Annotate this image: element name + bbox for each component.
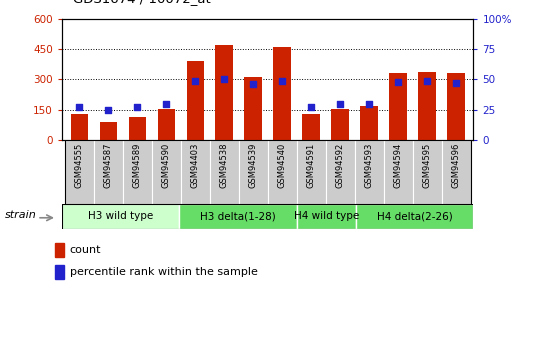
Bar	[55, 243, 64, 257]
Bar	[94, 140, 123, 204]
Text: GSM94596: GSM94596	[451, 143, 461, 188]
Text: count: count	[69, 245, 101, 255]
Bar	[181, 140, 210, 204]
Text: GSM94555: GSM94555	[75, 143, 84, 188]
Bar	[216, 45, 233, 140]
Bar	[239, 140, 268, 204]
Bar	[152, 140, 181, 204]
Point	[336, 101, 344, 106]
Point	[220, 77, 229, 82]
Bar	[65, 140, 94, 204]
Bar	[390, 73, 407, 140]
Point	[365, 101, 373, 106]
Bar	[296, 140, 325, 204]
Text: GSM94595: GSM94595	[422, 143, 431, 188]
Bar	[158, 109, 175, 140]
Bar	[268, 140, 296, 204]
Bar	[123, 140, 152, 204]
Text: GSM94403: GSM94403	[190, 143, 200, 188]
Text: GDS1674 / 10072_at: GDS1674 / 10072_at	[73, 0, 210, 5]
Point	[423, 78, 431, 83]
Bar	[62, 204, 180, 229]
Bar	[413, 140, 442, 204]
Text: GSM94539: GSM94539	[249, 143, 258, 188]
Point	[133, 105, 141, 110]
Bar	[325, 140, 355, 204]
Bar	[129, 117, 146, 140]
Text: GSM94538: GSM94538	[220, 143, 229, 188]
Text: percentile rank within the sample: percentile rank within the sample	[69, 267, 258, 277]
Text: H4 wild type: H4 wild type	[294, 211, 359, 221]
Bar	[180, 204, 297, 229]
Text: GSM94590: GSM94590	[162, 143, 171, 188]
Bar	[55, 265, 64, 279]
Text: GSM94591: GSM94591	[307, 143, 316, 188]
Bar	[244, 77, 262, 140]
Bar	[355, 140, 384, 204]
Point	[191, 78, 200, 83]
Bar	[360, 106, 378, 140]
Text: H3 wild type: H3 wild type	[88, 211, 153, 221]
Bar	[210, 140, 239, 204]
Bar	[331, 109, 349, 140]
Point	[394, 79, 402, 85]
Text: GSM94540: GSM94540	[278, 143, 287, 188]
Text: H4 delta(2-26): H4 delta(2-26)	[377, 211, 452, 221]
Bar	[302, 114, 320, 140]
Bar	[356, 204, 473, 229]
Bar	[273, 47, 291, 140]
Bar	[297, 204, 356, 229]
Point	[278, 78, 286, 83]
Text: GSM94589: GSM94589	[133, 143, 141, 188]
Text: GSM94587: GSM94587	[104, 143, 113, 188]
Bar	[187, 61, 204, 140]
Point	[249, 81, 258, 87]
Bar	[442, 140, 471, 204]
Text: GSM94594: GSM94594	[394, 143, 402, 188]
Point	[104, 107, 112, 112]
Bar	[448, 73, 465, 140]
Bar	[419, 72, 436, 140]
Bar	[100, 122, 117, 140]
Bar	[384, 140, 413, 204]
Bar	[70, 114, 88, 140]
Text: GSM94592: GSM94592	[336, 143, 345, 188]
Point	[162, 101, 171, 106]
Point	[452, 80, 461, 86]
Text: strain: strain	[5, 210, 37, 220]
Text: GSM94593: GSM94593	[365, 143, 373, 188]
Point	[307, 105, 315, 110]
Point	[75, 105, 83, 110]
Text: H3 delta(1-28): H3 delta(1-28)	[200, 211, 276, 221]
